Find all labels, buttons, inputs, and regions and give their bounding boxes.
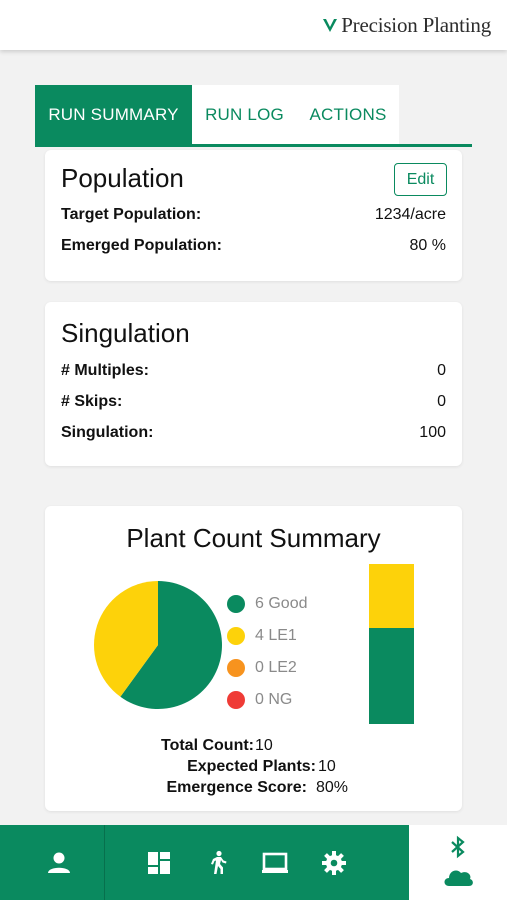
- legend-label-good: 6 Good: [255, 595, 308, 612]
- pie-slice-le1: [94, 581, 158, 697]
- plant-count-title: Plant Count Summary: [126, 523, 381, 553]
- tab-bar-filler: [399, 85, 472, 144]
- target-population-label: Target Population:: [61, 206, 202, 223]
- legend-dot-le2: [227, 659, 245, 677]
- precision-planting-logo-icon: [323, 18, 338, 32]
- tab-bar: RUN SUMMARY RUN LOG ACTIONS: [35, 85, 472, 147]
- emerged-population-label: Emerged Population:: [61, 237, 222, 254]
- population-title: Population: [61, 163, 184, 193]
- singulation-card: Singulation # Multiples: 0 # Skips: 0 Si…: [45, 302, 462, 466]
- legend-label-ng: 0 NG: [255, 691, 293, 708]
- plant-count-stats: Total Count: 10 Expected Plants: 10 Emer…: [45, 735, 462, 798]
- legend-label-le1: 4 LE1: [255, 627, 297, 644]
- emergence-score-row: Emergence Score: 80%: [45, 777, 462, 798]
- singulation-title: Singulation: [61, 318, 190, 348]
- expected-plants-label: Expected Plants:: [187, 758, 316, 775]
- expected-plants-value: 10: [318, 758, 336, 775]
- plant-count-pie-chart: [94, 581, 223, 709]
- target-population-value: 1234/acre: [374, 206, 446, 223]
- singulation-label: Singulation:: [61, 424, 154, 441]
- skips-value: 0: [437, 393, 446, 410]
- connectivity-panel: [409, 825, 507, 900]
- edit-button[interactable]: Edit: [394, 163, 447, 196]
- legend-dot-le1: [227, 627, 245, 645]
- emerged-population-value: 80 %: [409, 237, 446, 254]
- tab-actions[interactable]: ACTIONS: [297, 85, 399, 144]
- stacked-bar-segment-le1: [369, 564, 414, 628]
- emergence-score-value: 80%: [316, 779, 349, 796]
- brand-name: Precision Planting: [341, 13, 491, 37]
- cloud-icon[interactable]: [442, 865, 474, 887]
- plant-count-card: Plant Count Summary 6 Good 4 LE1 0 LE2 0…: [45, 506, 462, 811]
- user-icon[interactable]: [46, 850, 72, 876]
- legend-label-le2: 0 LE2: [255, 659, 297, 676]
- total-count-value: 10: [255, 737, 273, 754]
- emergence-score-label: Emergence Score:: [166, 779, 307, 796]
- plant-count-stacked-bar: [369, 564, 414, 724]
- bluetooth-icon[interactable]: [447, 835, 469, 859]
- walking-person-icon[interactable]: [204, 850, 230, 876]
- singulation-value: 100: [419, 424, 446, 441]
- app-header: Precision Planting: [0, 0, 507, 50]
- stacked-bar-segment-good: [369, 628, 414, 724]
- nav-divider: [104, 825, 105, 900]
- legend-dot-ng: [227, 691, 245, 709]
- population-card: Population Edit Target Population: 1234/…: [45, 150, 462, 281]
- skips-label: # Skips:: [61, 393, 123, 410]
- legend-dot-good: [227, 595, 245, 613]
- tab-run-log[interactable]: RUN LOG: [192, 85, 297, 144]
- legend-item-le2: 0 LE2: [227, 659, 297, 677]
- pie-slice-good: [120, 581, 223, 709]
- monitor-icon[interactable]: [262, 850, 288, 876]
- total-count-row: Total Count: 10: [45, 735, 462, 756]
- legend-item-ng: 0 NG: [227, 691, 292, 709]
- brand-logo: Precision Planting: [321, 13, 491, 38]
- gear-icon[interactable]: [321, 850, 347, 876]
- bottom-nav-bar: [0, 825, 507, 900]
- multiples-value: 0: [437, 362, 446, 379]
- tab-run-summary[interactable]: RUN SUMMARY: [35, 85, 192, 144]
- total-count-label: Total Count:: [160, 737, 254, 754]
- expected-plants-row: Expected Plants: 10: [45, 756, 462, 777]
- legend-item-le1: 4 LE1: [227, 627, 297, 645]
- legend-item-good: 6 Good: [227, 595, 307, 613]
- dashboard-icon[interactable]: [146, 850, 172, 876]
- multiples-label: # Multiples:: [61, 362, 150, 379]
